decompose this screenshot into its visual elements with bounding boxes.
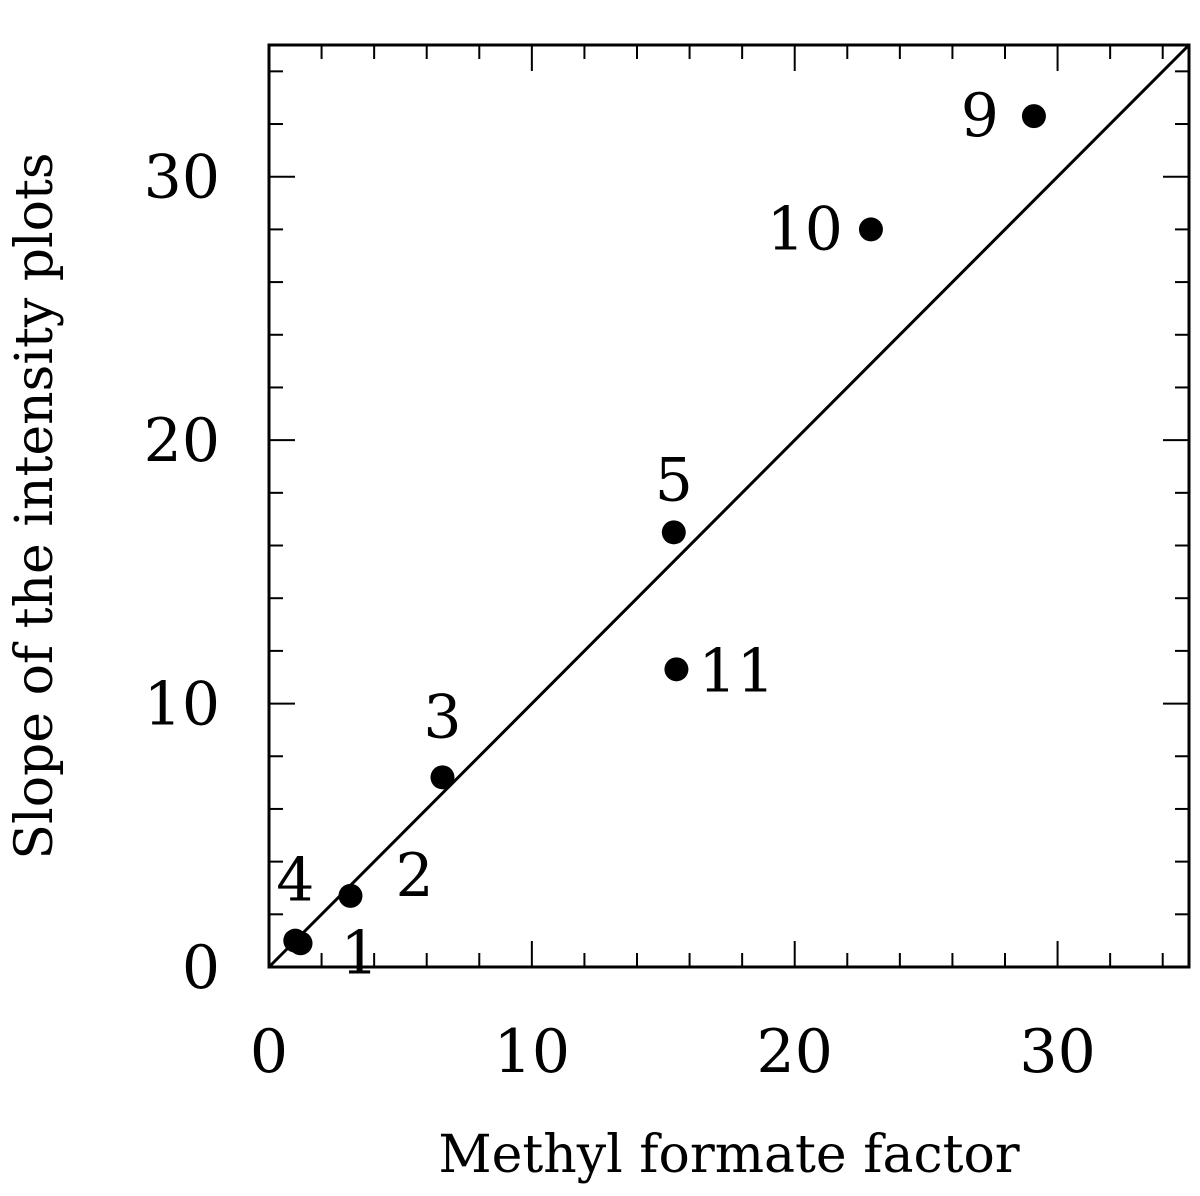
axis-ticks bbox=[268, 45, 1189, 968]
y-axis-title: Slope of the intensity plots bbox=[5, 152, 65, 859]
data-point-label-2: 2 bbox=[395, 841, 433, 911]
y-tick-label: 20 bbox=[144, 406, 220, 476]
data-point-4 bbox=[283, 928, 308, 953]
data-point-9 bbox=[1021, 104, 1046, 129]
data-point-3 bbox=[430, 765, 455, 790]
data-point-label-1: 1 bbox=[341, 918, 379, 988]
y-tick-label: 10 bbox=[144, 670, 220, 740]
data-point-label-10: 10 bbox=[767, 194, 843, 264]
data-point-label-11: 11 bbox=[698, 636, 774, 706]
data-point-label-5: 5 bbox=[655, 445, 693, 515]
x-axis-title: Methyl formate factor bbox=[438, 1125, 1019, 1185]
data-point-label-4: 4 bbox=[276, 846, 314, 916]
axis-tick-labels: 0 10 20 30 0 10 20 30 bbox=[144, 143, 1096, 1087]
y-tick-label: 30 bbox=[144, 143, 220, 213]
data-points bbox=[283, 104, 1046, 956]
data-point-2 bbox=[338, 883, 363, 908]
x-tick-label: 10 bbox=[494, 1017, 570, 1087]
data-point-10 bbox=[858, 217, 883, 242]
data-point-labels: 12 3 4 5 9 10 11 bbox=[276, 81, 999, 988]
x-tick-label: 30 bbox=[1019, 1017, 1095, 1087]
y-tick-label: 0 bbox=[182, 933, 220, 1003]
x-tick-label: 20 bbox=[757, 1017, 833, 1087]
plot-frame bbox=[267, 43, 1191, 969]
x-tick-label: 0 bbox=[250, 1017, 288, 1087]
data-point-label-9: 9 bbox=[961, 81, 999, 151]
data-point-5 bbox=[661, 520, 686, 545]
data-point-11 bbox=[664, 657, 689, 682]
data-point-label-3: 3 bbox=[423, 682, 461, 752]
identity-line bbox=[267, 43, 1191, 969]
